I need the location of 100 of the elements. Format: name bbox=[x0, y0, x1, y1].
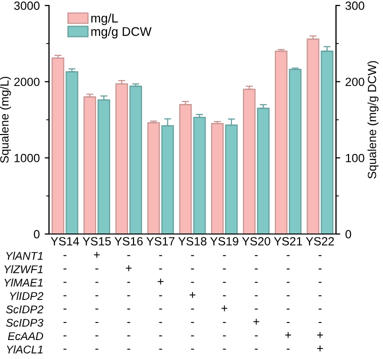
text: - bbox=[191, 255, 194, 256]
text: - bbox=[254, 282, 258, 283]
x-tick-label: YS20 bbox=[242, 237, 270, 246]
text: - bbox=[254, 335, 258, 336]
text: - bbox=[159, 308, 162, 310]
y-tick-label: 1000 bbox=[14, 154, 40, 162]
text: - bbox=[254, 255, 258, 256]
y-tick-label: 3000 bbox=[14, 2, 40, 10]
text: - bbox=[64, 255, 66, 256]
text: - bbox=[159, 295, 162, 296]
text: - bbox=[64, 268, 66, 270]
text: - bbox=[95, 322, 98, 323]
text: - bbox=[127, 255, 130, 256]
text: - bbox=[318, 282, 322, 283]
y-tick-label: 0 bbox=[34, 230, 40, 238]
text: - bbox=[64, 348, 66, 350]
x-tick-label: YS22 bbox=[306, 237, 334, 246]
text: - bbox=[286, 308, 290, 310]
text: - bbox=[159, 322, 162, 323]
text: - bbox=[222, 268, 226, 270]
text: + bbox=[317, 346, 323, 352]
category-label: YlANT1 bbox=[6, 252, 43, 260]
text: - bbox=[95, 308, 98, 310]
text: - bbox=[159, 255, 162, 256]
text: - bbox=[318, 255, 322, 256]
text: - bbox=[222, 282, 226, 283]
text: - bbox=[64, 322, 66, 323]
text: - bbox=[254, 268, 258, 270]
category-label: YlMAE1 bbox=[4, 278, 43, 286]
legend-label: mg/g DCW bbox=[91, 26, 152, 38]
text: - bbox=[191, 282, 194, 283]
text: - bbox=[222, 348, 226, 350]
text: - bbox=[159, 335, 162, 336]
category-label: YlIDP2 bbox=[10, 292, 44, 300]
text: - bbox=[127, 308, 130, 310]
text: - bbox=[95, 335, 98, 336]
x-tick-label: YS17 bbox=[146, 237, 174, 246]
text: - bbox=[191, 322, 194, 323]
y2-tick-label: 0 bbox=[345, 230, 352, 238]
text: + bbox=[94, 252, 100, 258]
text: - bbox=[127, 335, 130, 336]
text: - bbox=[64, 295, 66, 296]
text: - bbox=[95, 295, 98, 296]
text: - bbox=[222, 335, 226, 336]
text: - bbox=[318, 322, 322, 323]
text: + bbox=[126, 265, 132, 272]
text: - bbox=[286, 322, 290, 323]
category-label: ScIDP2 bbox=[6, 305, 44, 314]
text: - bbox=[318, 268, 322, 270]
x-tick-label: YS19 bbox=[210, 237, 238, 246]
category-label: ScIDP3 bbox=[6, 318, 44, 327]
y2-tick-label: 200 bbox=[346, 78, 364, 86]
text: + bbox=[285, 332, 292, 338]
text: - bbox=[286, 348, 290, 350]
text: - bbox=[127, 282, 130, 283]
text: - bbox=[191, 335, 194, 336]
text: + bbox=[253, 318, 260, 325]
text: - bbox=[222, 322, 226, 323]
category-label: YlACL1 bbox=[6, 345, 43, 354]
category-label: YlZWF1 bbox=[4, 265, 43, 274]
text: - bbox=[286, 295, 290, 296]
text: + bbox=[190, 292, 196, 298]
text: - bbox=[127, 295, 130, 296]
text: + bbox=[158, 278, 164, 284]
y2-tick-label: 100 bbox=[346, 154, 364, 162]
text: + bbox=[317, 332, 323, 338]
x-tick-label: YS21 bbox=[274, 237, 302, 246]
text: - bbox=[286, 282, 290, 283]
text: - bbox=[254, 295, 258, 296]
text: - bbox=[95, 282, 98, 283]
text: - bbox=[159, 268, 162, 270]
text: - bbox=[254, 348, 258, 350]
x-tick-label: YS16 bbox=[114, 237, 143, 246]
text: - bbox=[95, 268, 98, 270]
text: - bbox=[127, 322, 130, 323]
text: - bbox=[222, 255, 226, 256]
text: - bbox=[318, 295, 322, 296]
x-tick-label: YS14 bbox=[50, 237, 80, 246]
text: - bbox=[64, 282, 66, 283]
text: - bbox=[191, 268, 194, 270]
text: - bbox=[95, 348, 98, 350]
y2-tick-label: 300 bbox=[345, 2, 364, 10]
text: - bbox=[159, 348, 162, 350]
text: - bbox=[222, 295, 226, 296]
text: + bbox=[222, 305, 228, 312]
text: - bbox=[64, 308, 66, 310]
text: - bbox=[127, 348, 130, 350]
category-label: EcAAD bbox=[8, 332, 44, 340]
x-tick-label: YS18 bbox=[178, 237, 206, 246]
text: - bbox=[64, 335, 66, 336]
y-tick-label: 2000 bbox=[14, 78, 40, 86]
text: - bbox=[286, 255, 290, 256]
text: - bbox=[318, 308, 322, 310]
text: - bbox=[286, 268, 290, 270]
y-axis-title: Squalene (mg/L) bbox=[0, 76, 11, 163]
text: - bbox=[191, 348, 194, 350]
x-tick-label: YS15 bbox=[82, 237, 111, 246]
legend-label: mg/L bbox=[91, 13, 118, 26]
text: - bbox=[254, 308, 258, 310]
y2-axis-title: Squalene (mg/g DCW) bbox=[368, 61, 379, 179]
